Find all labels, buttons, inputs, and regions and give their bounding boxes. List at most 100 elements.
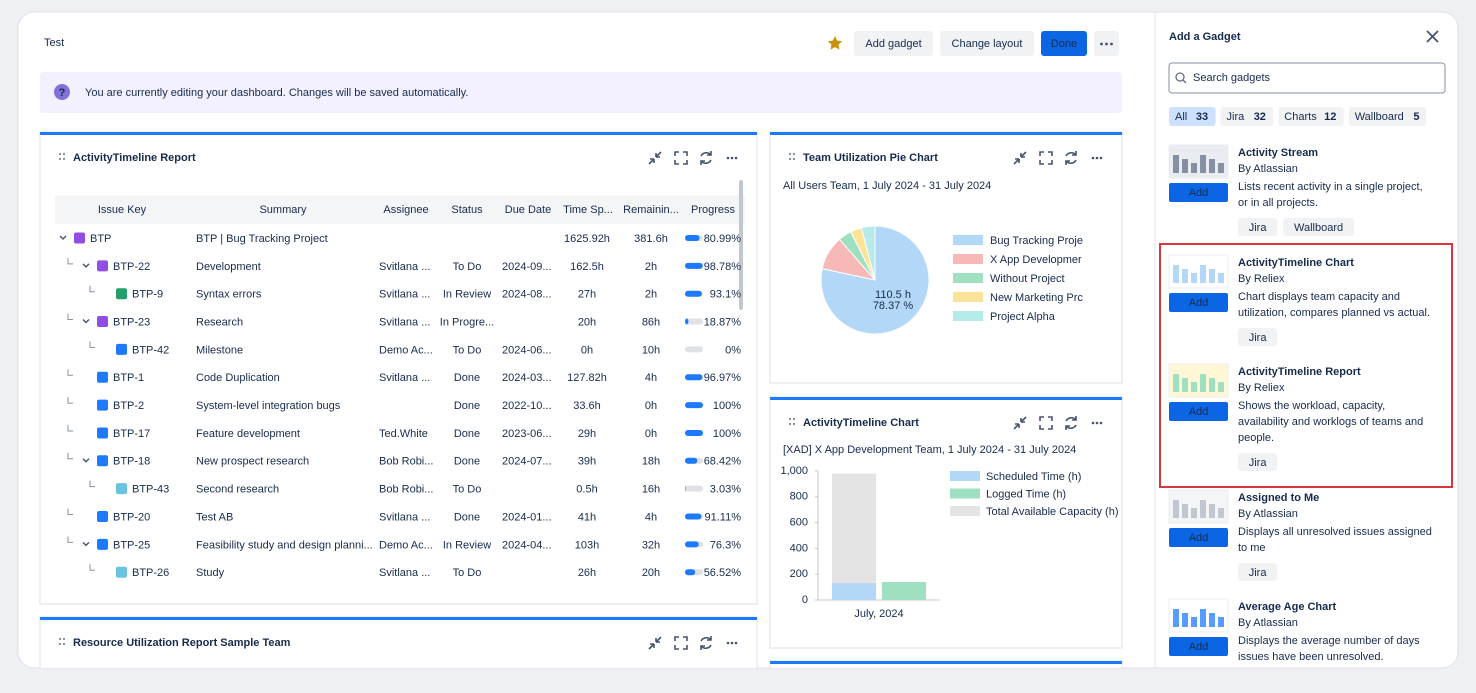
issue-type-icon — [97, 511, 108, 522]
drag-handle — [789, 423, 791, 425]
header-button-label[interactable]: Done — [1051, 38, 1077, 50]
close-icon[interactable] — [1426, 30, 1439, 43]
refresh-icon[interactable] — [700, 151, 712, 165]
issue-key[interactable]: BTP — [90, 233, 111, 245]
more-icon[interactable] — [1091, 156, 1103, 160]
time-spent: 26h — [578, 567, 596, 579]
header-button[interactable] — [1041, 31, 1087, 56]
collapse-icon[interactable] — [648, 636, 662, 650]
icon-shape — [1065, 416, 1077, 430]
star-icon[interactable] — [827, 36, 843, 50]
collapse-icon[interactable] — [1013, 416, 1027, 430]
icon-shape — [700, 636, 712, 650]
add-button[interactable] — [1169, 402, 1228, 421]
gadget-tag — [1238, 218, 1278, 236]
expand-chevron[interactable] — [82, 263, 90, 268]
issue-key[interactable]: BTP-18 — [113, 456, 150, 468]
add-button[interactable] — [1169, 528, 1228, 547]
expand-chevron[interactable] — [82, 541, 90, 547]
add-button-label[interactable]: Add — [1189, 532, 1209, 544]
filter-count[interactable]: 33 — [1196, 111, 1208, 123]
filter-chip[interactable] — [1348, 107, 1427, 126]
add-button[interactable] — [1169, 183, 1228, 202]
collapse-icon[interactable] — [648, 151, 662, 165]
filter-name[interactable]: Wallboard — [1355, 111, 1404, 123]
tree-line — [67, 397, 73, 404]
header-button-label[interactable]: Change layout — [952, 38, 1023, 50]
remaining: 20h — [642, 567, 660, 579]
issue-key[interactable]: BTP-17 — [113, 428, 150, 440]
dot — [734, 156, 738, 160]
more-icon[interactable] — [726, 641, 738, 645]
issue-key[interactable]: BTP-1 — [113, 372, 144, 384]
refresh-icon[interactable] — [1065, 151, 1077, 165]
refresh-icon[interactable] — [700, 636, 712, 650]
assignee: Svitlana ... — [379, 316, 430, 328]
progress-label: 98.78% — [704, 261, 742, 273]
gadget-tag-label: Jira — [1249, 222, 1268, 234]
issue-key[interactable]: BTP-43 — [132, 484, 169, 496]
remaining: 2h — [645, 289, 657, 301]
fullscreen-icon[interactable] — [1039, 416, 1053, 430]
filter-chip[interactable] — [1278, 107, 1344, 126]
pie-slice — [860, 225, 876, 281]
thumbnail-shape — [1182, 159, 1188, 173]
filter-name[interactable]: Charts — [1284, 111, 1317, 123]
header-button-label[interactable]: Add gadget — [865, 38, 921, 50]
issue-key[interactable]: BTP-9 — [132, 289, 163, 301]
filter-count[interactable]: 32 — [1254, 111, 1266, 123]
thumbnail-shape — [1209, 159, 1215, 173]
add-button-label[interactable]: Add — [1189, 187, 1209, 199]
remaining: 86h — [642, 316, 660, 328]
legend-label: Scheduled Time (h) — [986, 471, 1081, 483]
issue-key[interactable]: BTP-22 — [113, 261, 150, 273]
summary: BTP | Bug Tracking Project — [196, 233, 328, 245]
column-header: Assignee — [383, 204, 428, 216]
issue-key[interactable]: BTP-23 — [113, 316, 150, 328]
header-button[interactable] — [940, 31, 1034, 56]
refresh-icon[interactable] — [1065, 416, 1077, 430]
issue-key[interactable]: BTP-2 — [113, 400, 144, 412]
filter-name[interactable]: All — [1175, 111, 1187, 123]
add-button-label[interactable]: Add — [1189, 641, 1209, 653]
expand-chevron[interactable] — [59, 235, 67, 240]
filter-count[interactable]: 12 — [1324, 111, 1336, 123]
drag-handle — [59, 153, 61, 155]
more-icon[interactable] — [1091, 421, 1103, 425]
filter-name[interactable]: Jira — [1227, 111, 1246, 123]
search-box[interactable] — [1168, 62, 1446, 94]
filter-chip[interactable] — [1169, 107, 1216, 126]
progress-label: 96.97% — [704, 372, 742, 384]
issue-type-icon — [116, 343, 127, 355]
expand-chevron[interactable] — [82, 458, 90, 463]
issue-key[interactable]: BTP-42 — [132, 344, 169, 356]
add-button-label[interactable]: Add — [1189, 406, 1209, 418]
add-button[interactable] — [1169, 293, 1228, 312]
fullscreen-icon[interactable] — [1039, 151, 1053, 165]
time-spent: 29h — [578, 428, 596, 440]
add-button[interactable] — [1169, 637, 1228, 656]
status: Done — [454, 428, 480, 440]
tree-line — [89, 285, 95, 293]
thumbnail-shape — [1209, 613, 1215, 627]
drag-handle — [63, 638, 65, 640]
filter-chip[interactable] — [1220, 107, 1274, 126]
expand-chevron[interactable] — [82, 319, 90, 324]
issue-key[interactable]: BTP-26 — [132, 567, 169, 579]
progress-bar — [685, 569, 696, 576]
fullscreen-icon[interactable] — [674, 636, 688, 650]
issue-type-icon — [97, 538, 108, 550]
time-spent: 41h — [578, 511, 596, 523]
add-button-label[interactable]: Add — [1189, 297, 1209, 309]
gadget-author: By Atlassian — [1238, 508, 1298, 520]
filter-count[interactable]: 5 — [1413, 111, 1419, 123]
header-button[interactable] — [854, 31, 933, 56]
more-icon[interactable] — [726, 156, 738, 160]
issue-key[interactable]: BTP-20 — [113, 511, 150, 523]
collapse-icon[interactable] — [1013, 151, 1027, 165]
drag-handle — [789, 158, 791, 160]
issue-key[interactable]: BTP-25 — [113, 539, 150, 551]
legend-label: Without Project — [990, 273, 1065, 285]
fullscreen-icon[interactable] — [674, 151, 688, 165]
drag-handle — [59, 638, 61, 640]
